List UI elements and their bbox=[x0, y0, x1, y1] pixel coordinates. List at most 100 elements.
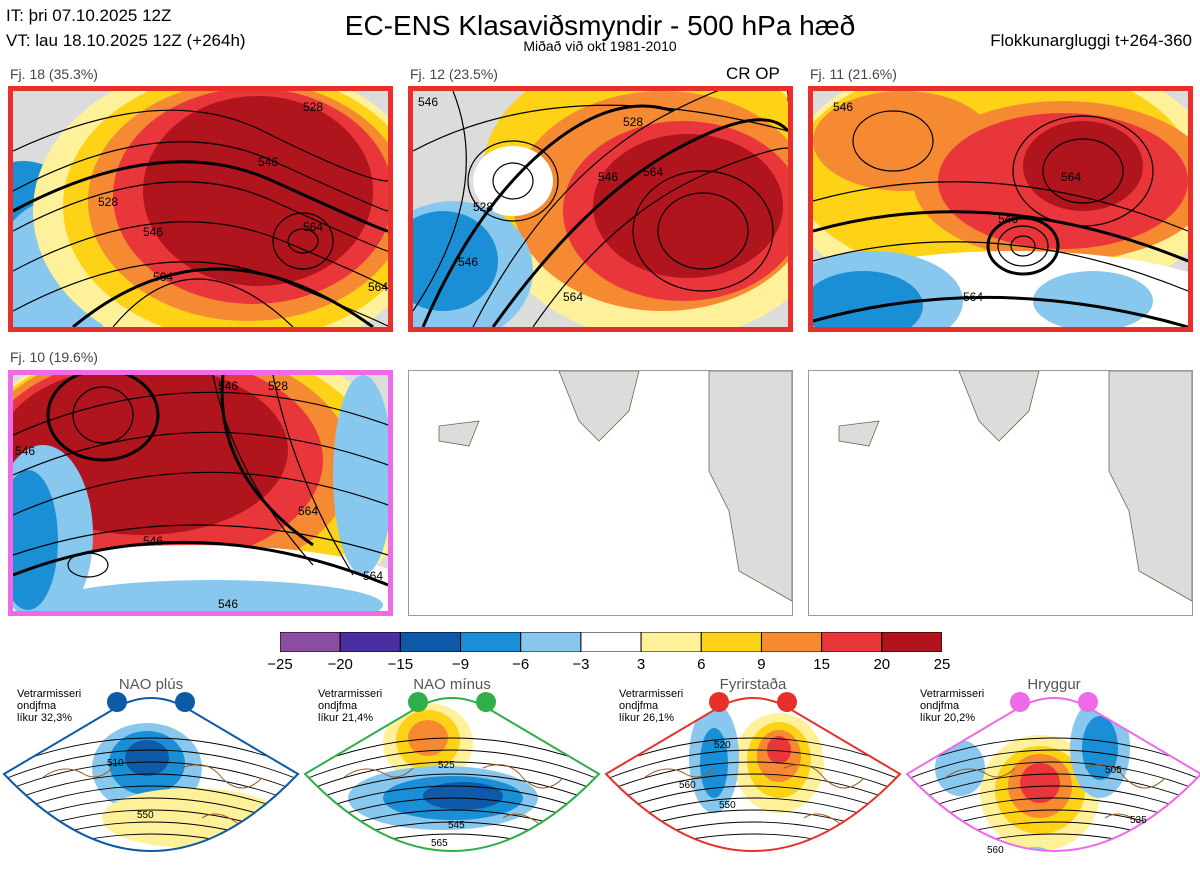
regime-contour-label: 565 bbox=[431, 838, 448, 849]
empty-map-5 bbox=[408, 370, 793, 616]
regime-panel[interactable]: 505 535 560 Hryggur Vetrarmisseri ondjfma líku… bbox=[905, 676, 1200, 870]
colorbar-cell bbox=[520, 632, 582, 652]
cluster-map-3[interactable]: 546 546 564 564 bbox=[808, 86, 1193, 332]
cluster-label-2: Fj. 12 (23.5%) bbox=[410, 66, 498, 82]
contour-label: 546 bbox=[143, 534, 163, 548]
regime-map: 520 550 560 bbox=[604, 692, 902, 852]
regime-panel[interactable]: 525 545 565 NAO mínus Vetrarmisseri ondjfma lí… bbox=[303, 676, 601, 870]
contour-label: 564 bbox=[303, 220, 323, 234]
colorbar-cell bbox=[821, 632, 883, 652]
colorbar-cell bbox=[580, 632, 642, 652]
regime-months: ondjfma bbox=[17, 700, 57, 712]
regime-contour-label: 560 bbox=[679, 780, 696, 791]
colorbar-tick-label: 25 bbox=[933, 656, 951, 673]
contour-label: 528 bbox=[473, 200, 493, 214]
contour-label: 546 bbox=[143, 225, 163, 239]
regime-panel[interactable]: 510 550 NAO plús Vetrarmisseri ondjfma líkur … bbox=[2, 676, 300, 870]
regime-title: NAO mínus bbox=[413, 676, 491, 693]
colorbar-tick-label: 20 bbox=[873, 656, 891, 673]
contour-label: 528 bbox=[623, 115, 643, 129]
regime-contour-label: 550 bbox=[719, 800, 736, 811]
valid-time: VT: lau 18.10.2025 12Z (+264h) bbox=[6, 31, 246, 50]
contour-label: 546 bbox=[598, 170, 618, 184]
regime-period: Vetrarmisseri bbox=[619, 688, 684, 700]
page-subtitle: Miðað við okt 1981-2010 bbox=[523, 38, 677, 54]
height-contour bbox=[606, 749, 900, 781]
regime-panel[interactable]: 520 550 560 Fyrirstaða Vetrarmisseri ondjfma l… bbox=[604, 676, 902, 870]
height-contour bbox=[4, 737, 298, 769]
contour-label: 564 bbox=[1061, 170, 1081, 184]
regime-period: Vetrarmisseri bbox=[17, 688, 82, 700]
colorbar-tick-label: −25 bbox=[267, 656, 293, 673]
height-contour bbox=[907, 773, 1200, 805]
colorbar-tick-label: 3 bbox=[636, 656, 646, 673]
regime-border bbox=[604, 697, 902, 852]
contour-label: 546 bbox=[218, 379, 238, 393]
colorbar-tick-label: 15 bbox=[813, 656, 830, 673]
regime-border bbox=[303, 697, 601, 852]
anomaly-blob bbox=[408, 720, 448, 756]
cluster-label-1: Fj. 18 (35.3%) bbox=[10, 66, 98, 82]
contour-label: 546 bbox=[15, 444, 35, 458]
regime-map: 505 535 560 bbox=[905, 692, 1200, 856]
height-contour bbox=[305, 737, 599, 769]
contour-label: 564 bbox=[363, 569, 383, 583]
colorbar-tick-label: −9 bbox=[451, 656, 470, 673]
anomaly-map-4: 546 528 546 564 564 546 546 bbox=[13, 375, 388, 611]
regime-border bbox=[2, 697, 300, 852]
contour-label: 546 bbox=[218, 597, 238, 611]
height-contour bbox=[4, 749, 298, 781]
colorbar bbox=[280, 632, 942, 652]
regime-contour-label: 550 bbox=[137, 810, 154, 821]
regime-marker-dot bbox=[777, 692, 797, 712]
contour-label: 546 bbox=[258, 155, 278, 169]
regime-probability: líkur 32,3% bbox=[17, 712, 73, 724]
contour-label: 546 bbox=[418, 95, 438, 109]
colorbar-cell bbox=[700, 632, 762, 652]
contour-label: 528 bbox=[268, 379, 288, 393]
regime-contour-label: 505 bbox=[1105, 765, 1122, 776]
base-map-6 bbox=[838, 371, 1192, 602]
cluster-map-4[interactable]: 546 528 546 564 564 546 546 bbox=[8, 370, 393, 616]
height-contour bbox=[305, 773, 599, 805]
regime-period: Vetrarmisseri bbox=[318, 688, 383, 700]
regime-probability: líkur 21,4% bbox=[318, 712, 374, 724]
initial-time: IT: þri 07.10.2025 12Z bbox=[6, 6, 172, 25]
base-map-5 bbox=[438, 371, 792, 602]
contour-label: 564 bbox=[368, 280, 388, 294]
cluster-map-2[interactable]: 546 528 546 564 528 546 564 bbox=[408, 86, 793, 332]
regime-contour-label: 535 bbox=[1130, 815, 1147, 826]
regime-marker-dot bbox=[476, 692, 496, 712]
anomaly-map-1: 528 546 564 564 546 528 564 bbox=[13, 91, 388, 327]
colorbar-tick-label: −6 bbox=[512, 656, 530, 673]
colorbar-tick-label: −3 bbox=[572, 656, 590, 673]
regime-contour-label: 525 bbox=[438, 760, 455, 771]
regime-info: Vetrarmisseri ondjfma líkur 26,1% bbox=[619, 688, 683, 724]
contour-label: 546 bbox=[998, 212, 1018, 226]
regime-marker-dot bbox=[107, 692, 127, 712]
regime-marker-dot bbox=[175, 692, 195, 712]
colorbar-tick-label: −15 bbox=[387, 656, 414, 673]
anomaly-blob bbox=[1020, 763, 1060, 803]
anomaly-blob bbox=[700, 728, 728, 798]
colorbar-cell bbox=[881, 632, 942, 652]
cluster-map-1[interactable]: 528 546 564 564 546 528 564 bbox=[8, 86, 393, 332]
height-contour bbox=[305, 785, 599, 817]
regime-marker-dot bbox=[1010, 692, 1030, 712]
cluster-label-3: Fj. 11 (21.6%) bbox=[810, 66, 897, 82]
height-contour bbox=[4, 773, 298, 805]
colorbar-cell bbox=[460, 632, 522, 652]
height-contour bbox=[907, 749, 1200, 781]
contour-label: 564 bbox=[963, 290, 983, 304]
height-contour bbox=[606, 773, 900, 805]
regime-info: Vetrarmisseri ondjfma líkur 21,4% bbox=[318, 688, 382, 724]
regime-map: 510 550 bbox=[2, 692, 300, 852]
contour-label: 528 bbox=[98, 195, 118, 209]
regime-contour-label: 510 bbox=[107, 758, 124, 769]
regime-marker-dot bbox=[709, 692, 729, 712]
regime-title: NAO plús bbox=[118, 676, 184, 693]
height-contour bbox=[305, 749, 599, 781]
cluster-label-4: Fj. 10 (19.6%) bbox=[10, 349, 98, 365]
regime-months: ondjfma bbox=[318, 700, 358, 712]
colorbar-tick-label: 6 bbox=[697, 656, 706, 673]
